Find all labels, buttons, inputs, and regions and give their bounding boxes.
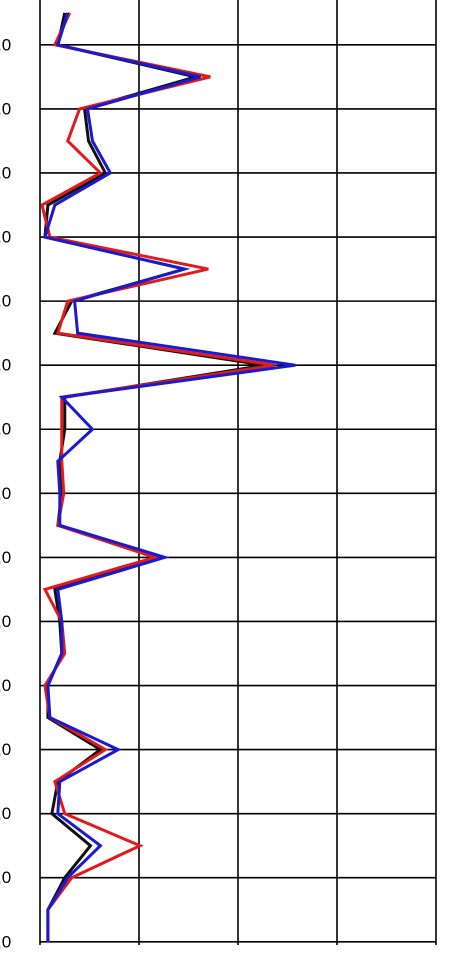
y-tick-label: ,0 <box>0 420 11 439</box>
y-tick-label: ,0 <box>0 356 11 375</box>
y-tick-label: ,0 <box>0 484 11 503</box>
y-tick-label: ,0 <box>0 35 11 54</box>
y-tick-label: ,0 <box>0 868 11 887</box>
series-line <box>40 12 275 942</box>
y-tick-label: ,0 <box>0 99 11 118</box>
y-tick-label: ,0 <box>0 548 11 567</box>
series-line <box>43 12 296 942</box>
y-tick-label: ,0 <box>0 292 11 311</box>
y-tick-label: ,0 <box>0 228 11 247</box>
y-tick-label: ,0 <box>0 676 11 695</box>
y-tick-label: ,0 <box>0 612 11 631</box>
y-tick-label: ,0 <box>0 932 11 951</box>
y-tick-label: ,0 <box>0 163 11 182</box>
y-tick-label: ,0 <box>0 804 11 823</box>
y-tick-label: ,0 <box>0 740 11 759</box>
